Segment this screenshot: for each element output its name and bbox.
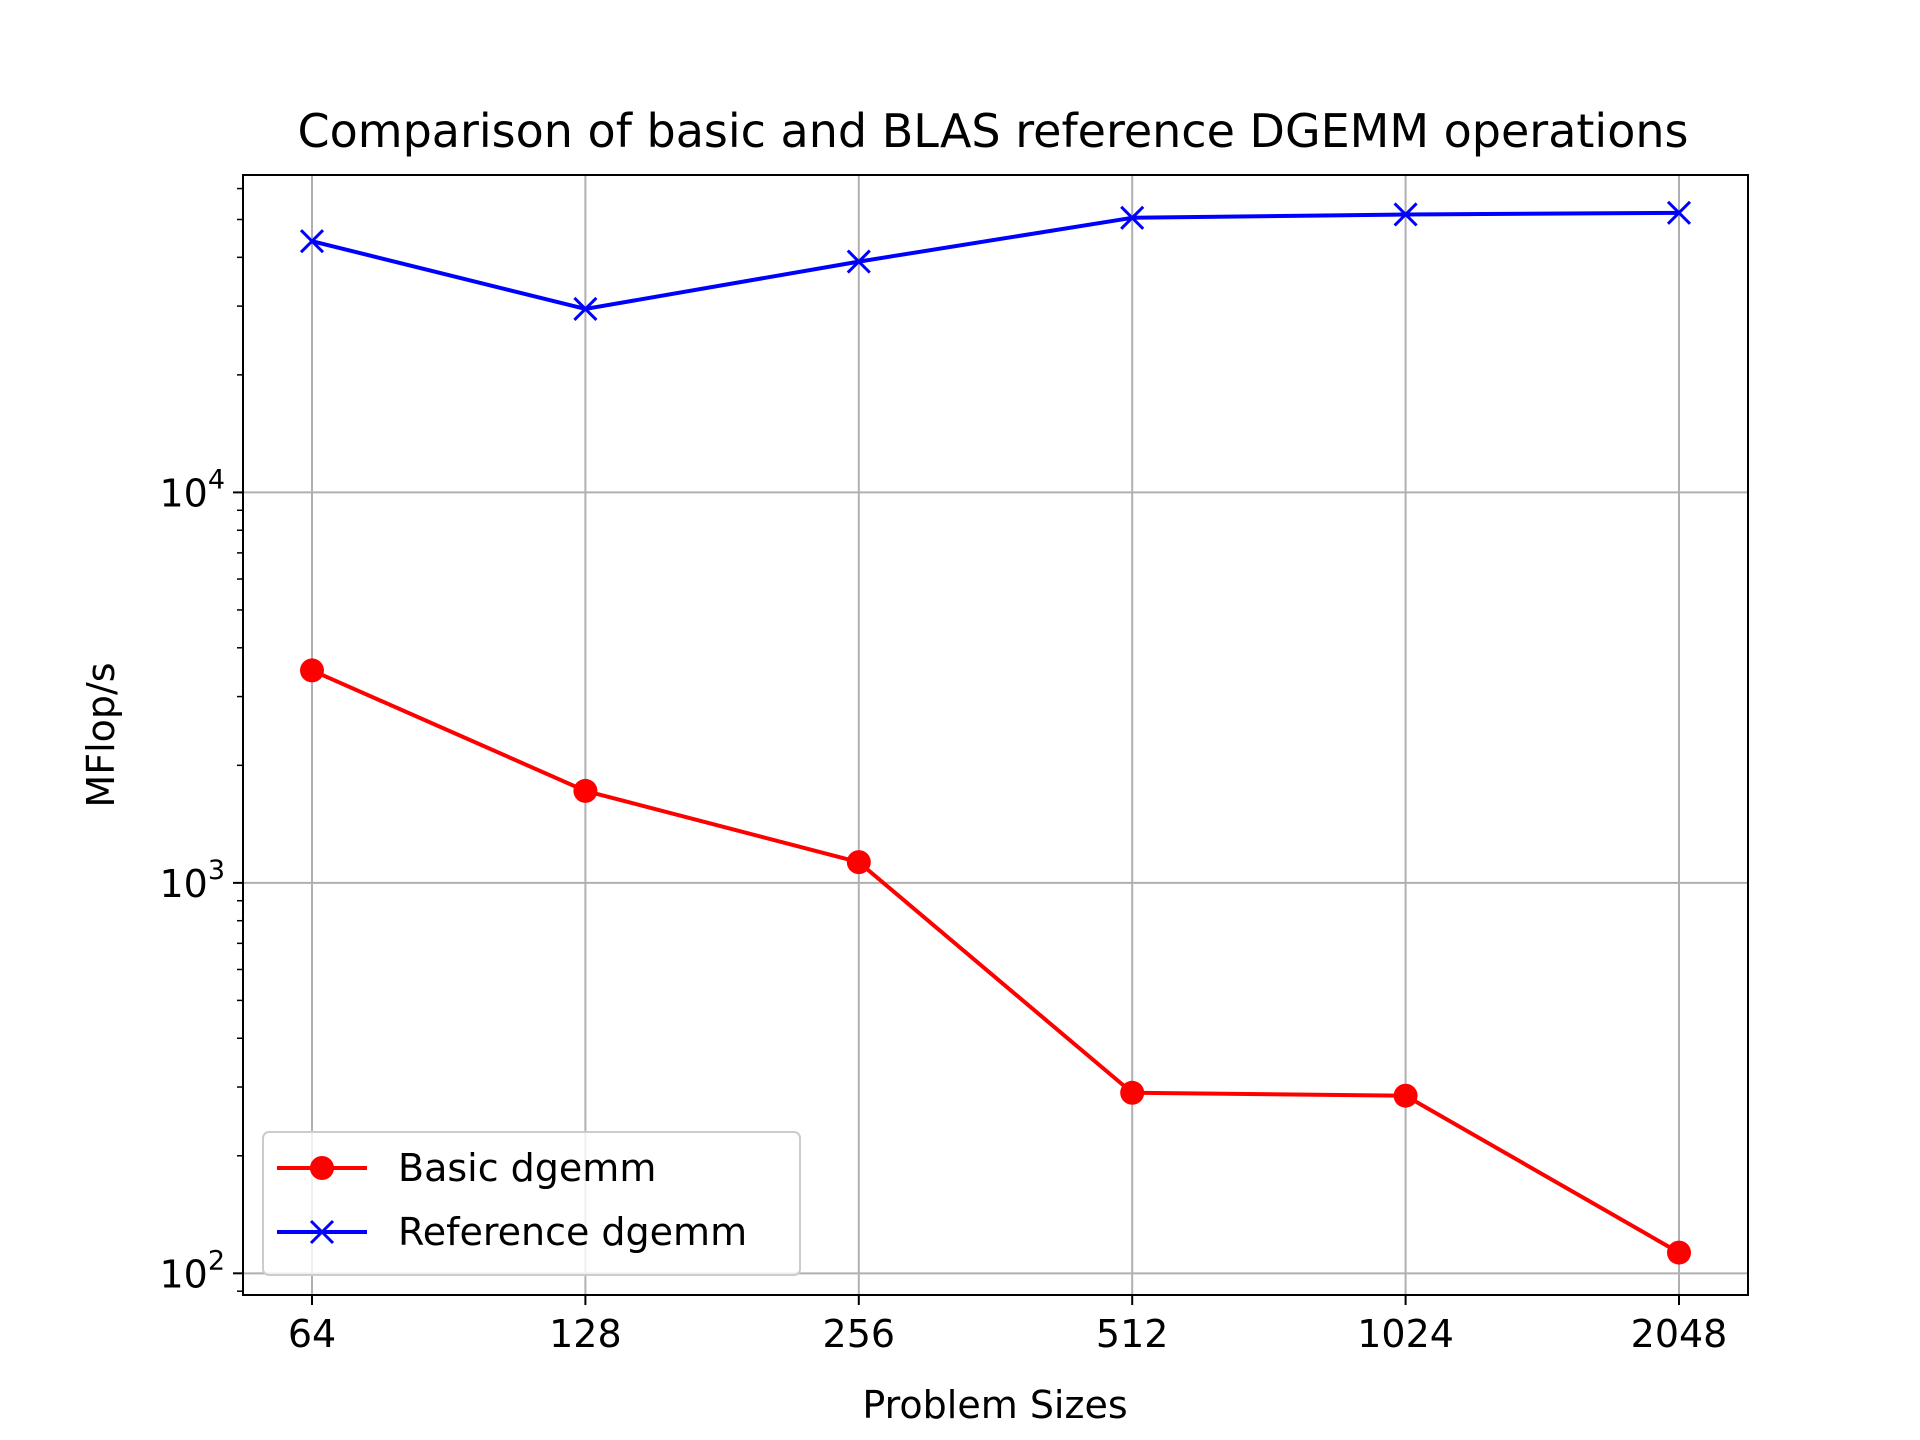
x-tick-label: 64 — [288, 1312, 336, 1356]
data-point — [1120, 1080, 1145, 1105]
y-tick-exponent: 3 — [208, 855, 225, 886]
data-point — [1666, 200, 1692, 225]
x-tick-label: 1024 — [1357, 1312, 1454, 1356]
series-1 — [299, 200, 1692, 322]
legend-marker — [309, 1219, 335, 1245]
legend-marker — [310, 1156, 334, 1180]
series-line — [311, 668, 1680, 1255]
data-point — [1393, 202, 1418, 227]
series-line — [311, 210, 1680, 311]
grid — [243, 175, 1748, 1295]
x-axis: 64 128 256 512 1024 2048 — [288, 1295, 1728, 1356]
data-point — [1393, 1083, 1418, 1108]
legend-box — [262, 1131, 801, 1276]
y-axis-label: MFlop/s — [79, 662, 123, 807]
data-point — [299, 229, 325, 254]
y-tick-label: 102 — [159, 1245, 225, 1296]
data-point — [846, 850, 871, 875]
x-tick-label: 256 — [823, 1312, 896, 1356]
legend-item: Basic dgemm — [277, 1146, 656, 1190]
chart-title: Comparison of basic and BLAS reference D… — [298, 104, 1689, 158]
legend-item: Reference dgemm — [277, 1210, 747, 1254]
series-0 — [300, 658, 1691, 1265]
data-point — [1120, 205, 1145, 230]
x-axis-label: Problem Sizes — [862, 1383, 1127, 1427]
legend-label: Basic dgemm — [398, 1146, 656, 1190]
x-tick-label: 2048 — [1631, 1312, 1728, 1356]
y-tick-label: 103 — [159, 855, 225, 906]
data-point — [846, 249, 871, 274]
legend-label: Reference dgemm — [398, 1210, 747, 1254]
data-point — [1667, 1240, 1691, 1265]
y-tick-exponent: 4 — [208, 464, 225, 495]
data-point — [300, 658, 324, 683]
y-tick-label: 104 — [159, 464, 225, 515]
x-tick-label: 512 — [1096, 1312, 1169, 1356]
y-tick-base: 10 — [159, 1252, 207, 1296]
data-point — [573, 296, 598, 322]
plot-frame — [242, 174, 1749, 1296]
series-layer — [299, 200, 1692, 1265]
legend: Basic dgemm Reference dgemm — [262, 1131, 801, 1276]
y-tick-exponent: 2 — [208, 1245, 225, 1276]
y-tick-base: 10 — [159, 471, 207, 515]
data-point — [573, 778, 598, 803]
y-tick-base: 10 — [159, 862, 207, 906]
x-tick-label: 128 — [549, 1312, 622, 1356]
